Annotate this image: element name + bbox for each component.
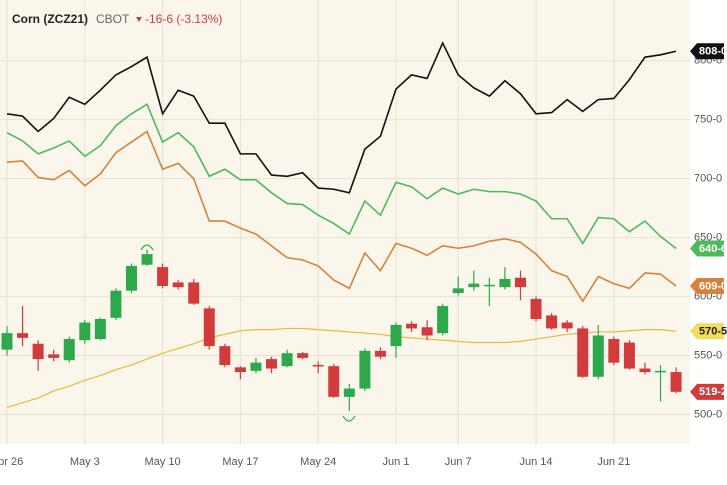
candle-body	[452, 288, 464, 294]
candle-body	[63, 339, 75, 361]
line-series	[6, 41, 677, 194]
value-badge	[690, 43, 724, 60]
value-badge-label: 519-2	[699, 386, 727, 398]
candle-body	[374, 350, 386, 357]
x-tick-label: May 24	[300, 456, 336, 468]
candle-body	[94, 318, 106, 340]
candle-body	[483, 284, 495, 287]
grid	[0, 0, 690, 444]
candle-body	[297, 353, 309, 358]
value-badge-label: 570-5	[699, 326, 727, 338]
candle-body	[79, 322, 91, 341]
candle-body	[499, 278, 511, 288]
candle-body	[390, 324, 402, 347]
marks	[1, 41, 682, 411]
candle-body	[110, 290, 122, 318]
candle-body	[234, 367, 246, 373]
x-tick-label: Jun 21	[597, 456, 630, 468]
candle-body	[359, 350, 371, 389]
candle-body	[32, 343, 44, 360]
value-badge	[690, 323, 724, 340]
y-tick-label: 650-0	[694, 232, 722, 244]
candle-body	[141, 254, 153, 265]
candle-body	[172, 282, 184, 288]
x-tick-label: Jun 14	[520, 456, 553, 468]
candle-body	[546, 315, 558, 329]
x-tick-label: Apr 26	[0, 456, 23, 468]
value-badge-label: 808-0	[699, 46, 727, 58]
candle-body	[312, 364, 324, 367]
candle-body	[592, 335, 604, 377]
candle-body	[437, 306, 449, 334]
candle-body	[561, 322, 573, 329]
candle-body	[577, 328, 589, 377]
candle-body	[250, 362, 262, 371]
candle-body	[125, 265, 137, 291]
y-tick-label: 500-0	[694, 408, 722, 420]
candle-body	[608, 339, 620, 363]
value-badge	[690, 277, 724, 294]
x-tick-label: May 3	[70, 456, 100, 468]
candle-body	[421, 327, 433, 336]
line-series	[6, 103, 677, 250]
chart-title: Corn (ZCZ21)	[12, 12, 88, 26]
price-change: -16-6 (-3.13%)	[145, 12, 222, 26]
plot-background	[0, 0, 690, 444]
candle-body	[266, 359, 278, 369]
line-series	[6, 130, 677, 303]
x-tick-label: Jun 1	[383, 456, 410, 468]
candle-body	[48, 354, 60, 358]
candle-body	[219, 346, 231, 365]
value-badge-label: 609-0	[699, 280, 727, 292]
candle-body	[17, 333, 29, 338]
x-tick-label: Jun 7	[445, 456, 472, 468]
value-badge-label: 640-6	[699, 243, 727, 255]
candle-body	[406, 323, 418, 329]
candle-body	[514, 277, 526, 288]
candle-body	[281, 353, 293, 367]
candle-body	[188, 282, 200, 304]
x-tick-label: May 17	[222, 456, 258, 468]
exchange: CBOT	[96, 12, 130, 26]
candle-body	[203, 308, 215, 347]
high-marker	[140, 244, 154, 251]
down-arrow	[136, 17, 142, 22]
x-tick-label: May 10	[145, 456, 181, 468]
y-tick-label: 550-0	[694, 349, 722, 361]
candle-body	[468, 283, 480, 288]
candle-body	[655, 370, 667, 373]
candle-body	[343, 388, 355, 397]
candle-body	[1, 333, 13, 350]
value-badge	[690, 383, 724, 400]
candle-body	[623, 342, 635, 369]
y-tick-label: 700-0	[694, 173, 722, 185]
y-tick-label: 750-0	[694, 114, 722, 126]
line-series	[6, 327, 677, 409]
candle-body	[639, 368, 651, 373]
candle-body	[328, 366, 340, 397]
low-marker	[342, 415, 356, 422]
candle-body	[670, 372, 682, 392]
value-badge	[690, 240, 724, 257]
candle-body	[530, 298, 542, 319]
candle-body	[157, 267, 169, 286]
